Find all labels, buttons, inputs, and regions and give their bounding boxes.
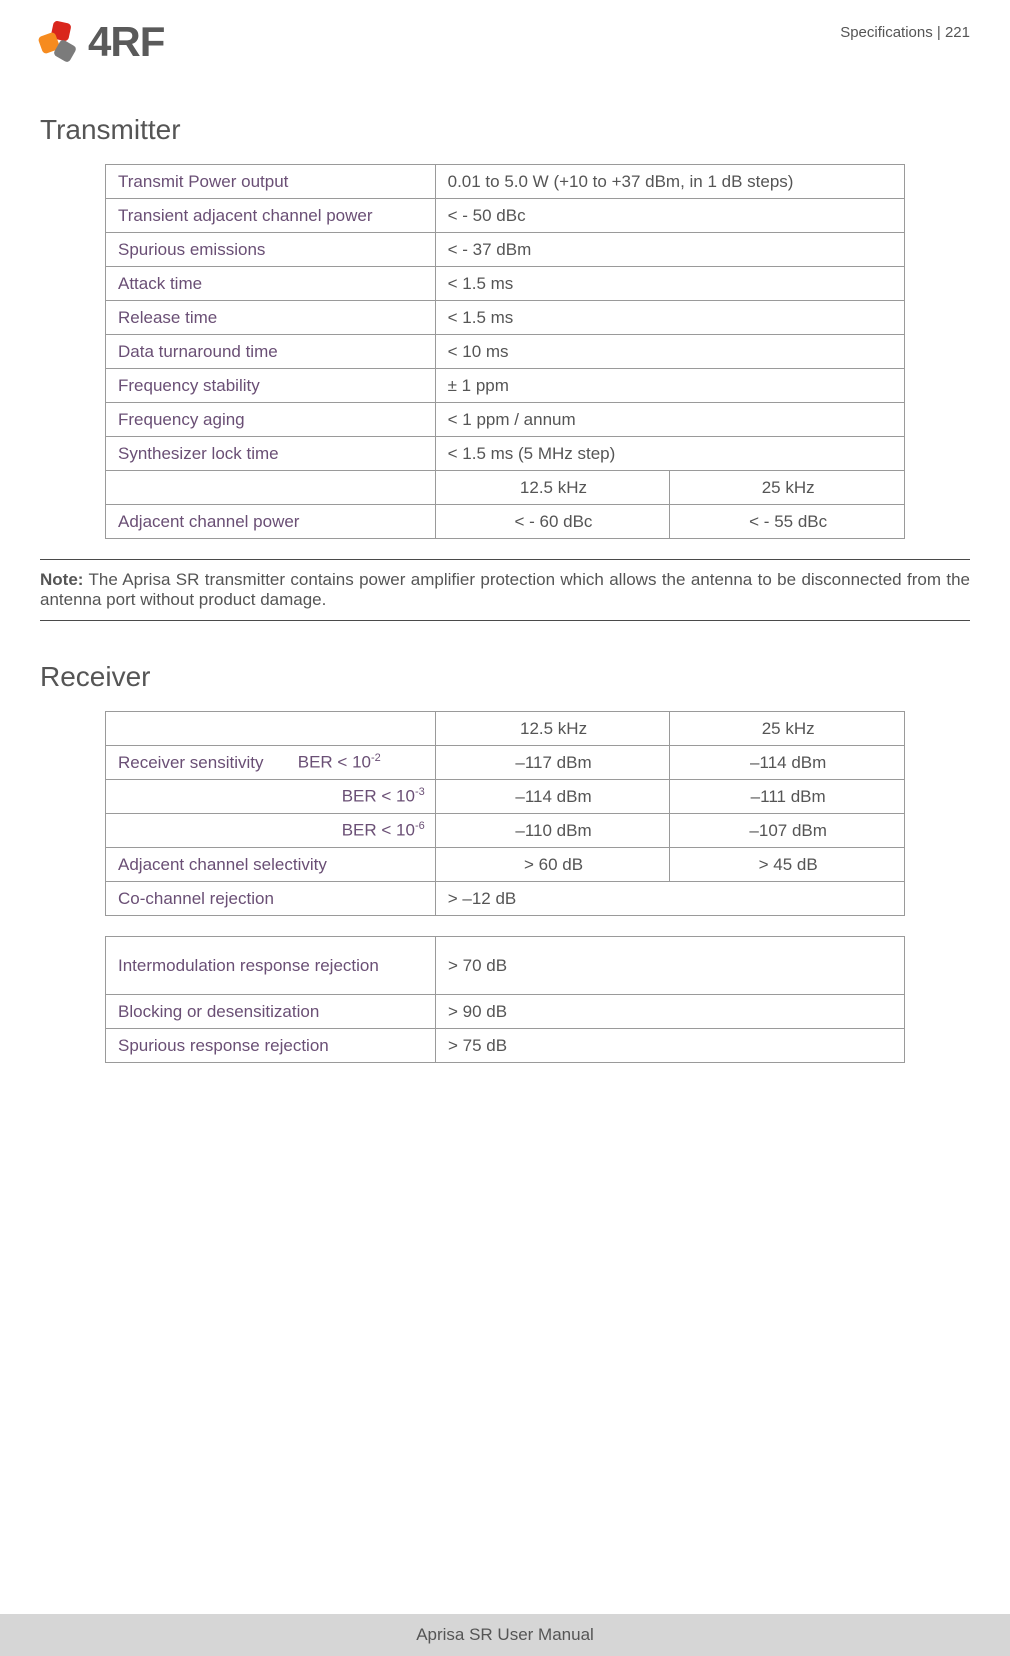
tx-label: Attack time (106, 267, 436, 301)
rx-sens-label: Receiver sensitivity BER < 10-2 (106, 746, 436, 780)
logo-icon (40, 20, 84, 64)
tx-value: < - 50 dBc (435, 199, 904, 233)
rx-colhead: 12.5 kHz (435, 712, 670, 746)
tx-value: < 10 ms (435, 335, 904, 369)
logo-text: 4RF (88, 18, 164, 66)
page-header: 4RF Specifications | 221 (40, 18, 970, 66)
tx-label: Frequency aging (106, 403, 436, 437)
rx-value: > 60 dB (435, 848, 670, 882)
tx-label: Frequency stability (106, 369, 436, 403)
receiver-table-1: 12.5 kHz 25 kHz Receiver sensitivity BER… (105, 711, 905, 916)
transmitter-heading: Transmitter (40, 114, 970, 146)
breadcrumb: Specifications | 221 (840, 18, 970, 41)
tx-value: < 1.5 ms (5 MHz step) (435, 437, 904, 471)
note-block: Note: The Aprisa SR transmitter contains… (40, 559, 970, 621)
receiver-heading: Receiver (40, 661, 970, 693)
rx-label: Blocking or desensitization (106, 995, 436, 1029)
tx-value: < 1.5 ms (435, 301, 904, 335)
transmitter-table: Transmit Power output0.01 to 5.0 W (+10 … (105, 164, 905, 539)
rx-value: > 45 dB (670, 848, 905, 882)
tx-value: < - 37 dBm (435, 233, 904, 267)
tx-label: Data turnaround time (106, 335, 436, 369)
rx-ber-label: BER < 10-3 (106, 780, 436, 814)
rx-colhead: 25 kHz (670, 712, 905, 746)
tx-colhead: 25 kHz (670, 471, 905, 505)
tx-label: Release time (106, 301, 436, 335)
note-bold: Note: (40, 570, 83, 589)
rx-label: Co-channel rejection (106, 882, 436, 916)
rx-value: –107 dBm (670, 814, 905, 848)
tx-value: 0.01 to 5.0 W (+10 to +37 dBm, in 1 dB s… (435, 165, 904, 199)
tx-label: Spurious emissions (106, 233, 436, 267)
rx-value: –110 dBm (435, 814, 670, 848)
rx-value: –114 dBm (435, 780, 670, 814)
tx-label: Adjacent channel power (106, 505, 436, 539)
tx-label: Synthesizer lock time (106, 437, 436, 471)
rx-label: Intermodulation response rejection (106, 937, 436, 995)
rx-value: > –12 dB (435, 882, 904, 916)
receiver-table-2: Intermodulation response rejection> 70 d… (105, 936, 905, 1063)
tx-value: < - 60 dBc (435, 505, 670, 539)
tx-value: ± 1 ppm (435, 369, 904, 403)
note-text: Note: The Aprisa SR transmitter contains… (40, 560, 970, 620)
page-footer: Aprisa SR User Manual (0, 1614, 1010, 1656)
rx-value: –111 dBm (670, 780, 905, 814)
logo: 4RF (40, 18, 164, 66)
rx-value: –114 dBm (670, 746, 905, 780)
tx-value: < - 55 dBc (670, 505, 905, 539)
note-body: The Aprisa SR transmitter contains power… (40, 570, 970, 609)
rx-value: –117 dBm (435, 746, 670, 780)
rx-value: > 90 dB (436, 995, 905, 1029)
rx-blank (106, 712, 436, 746)
rx-value: > 75 dB (436, 1029, 905, 1063)
tx-value: < 1.5 ms (435, 267, 904, 301)
tx-blank (106, 471, 436, 505)
tx-label: Transmit Power output (106, 165, 436, 199)
rx-ber-label: BER < 10-6 (106, 814, 436, 848)
tx-colhead: 12.5 kHz (435, 471, 670, 505)
rx-value: > 70 dB (436, 937, 905, 995)
tx-label: Transient adjacent channel power (106, 199, 436, 233)
rx-label: Spurious response rejection (106, 1029, 436, 1063)
tx-value: < 1 ppm / annum (435, 403, 904, 437)
rx-label: Adjacent channel selectivity (106, 848, 436, 882)
